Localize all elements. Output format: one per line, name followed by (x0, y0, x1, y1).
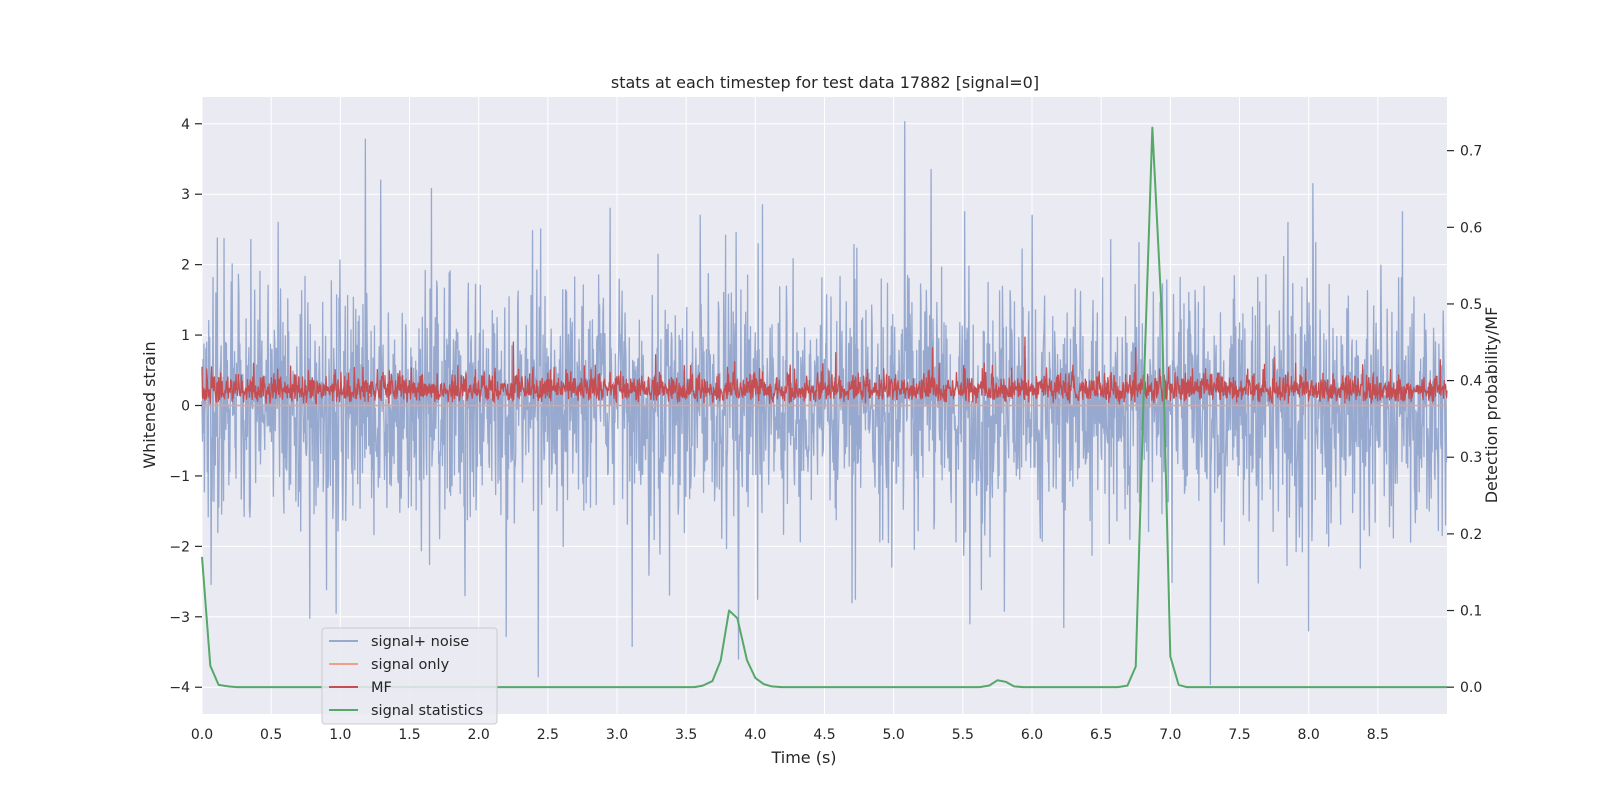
y-tick-label: 2 (181, 258, 190, 274)
y2-tick-label: 0.2 (1460, 527, 1482, 543)
x-axis-ticks: 0.0 0.5 1.0 1.5 2.0 2.5 3.0 3.5 4.0 4.5 5.0 5.5 6.0 6… (191, 727, 1389, 743)
y-tick-label: −1 (169, 469, 190, 485)
y2-tick-label: 0.4 (1460, 374, 1482, 390)
x-tick-label: 2.0 (468, 727, 490, 743)
x-tick-label: 7.0 (1159, 727, 1181, 743)
y2-tick-label: 0.5 (1460, 297, 1482, 313)
legend-label-mf: MF (371, 680, 392, 696)
x-tick-label: 4.0 (744, 727, 766, 743)
y-tick-label: −3 (169, 610, 190, 626)
x-axis-label: Time (s) (770, 748, 836, 767)
y-tick-label: −4 (169, 680, 190, 696)
x-tick-label: 0.5 (260, 727, 282, 743)
y2-tick-label: 0.6 (1460, 220, 1482, 236)
x-tick-label: 8.5 (1367, 727, 1389, 743)
legend: signal+ noise signal only MF signal stat… (321, 627, 498, 725)
y2-axis-ticks: 0.7 0.6 0.5 0.4 0.3 0.2 0.1 0.0 (1447, 144, 1482, 696)
x-tick-label: 1.0 (329, 727, 351, 743)
y2-tick-label: 0.3 (1460, 450, 1482, 466)
legend-box (321, 627, 498, 725)
x-tick-label: 6.5 (1090, 727, 1112, 743)
x-tick-label: 5.0 (883, 727, 905, 743)
y-axis-ticks: 4 3 2 1 0 −1 −2 −3 −4 (169, 117, 202, 696)
x-tick-label: 4.5 (813, 727, 835, 743)
y-tick-label: 0 (181, 399, 190, 415)
x-tick-label: 1.5 (398, 727, 420, 743)
y-tick-label: 3 (181, 187, 190, 203)
y2-tick-label: 0.0 (1460, 680, 1482, 696)
y-tick-label: 1 (181, 328, 190, 344)
y2-tick-label: 0.7 (1460, 144, 1482, 160)
x-tick-label: 8.0 (1298, 727, 1320, 743)
x-tick-label: 6.0 (1021, 727, 1043, 743)
legend-label-signal-noise: signal+ noise (371, 634, 469, 650)
y-tick-label: 4 (181, 117, 190, 133)
y-tick-label: −2 (169, 539, 190, 555)
x-tick-label: 5.5 (952, 727, 974, 743)
y2-axis-label: Detection probability/MF (1482, 307, 1501, 504)
y2-tick-label: 0.1 (1460, 604, 1482, 620)
y-axis-label: Whitened strain (140, 341, 159, 468)
x-tick-label: 7.5 (1228, 727, 1250, 743)
x-tick-label: 2.5 (537, 727, 559, 743)
series-mf-line (201, 336, 1448, 405)
legend-label-signal-statistics: signal statistics (371, 703, 483, 719)
chart-title: stats at each timestep for test data 178… (611, 73, 1039, 92)
x-tick-label: 3.5 (675, 727, 697, 743)
x-tick-label: 3.0 (606, 727, 628, 743)
legend-label-signal-only: signal only (371, 657, 450, 673)
x-tick-label: 0.0 (191, 727, 213, 743)
